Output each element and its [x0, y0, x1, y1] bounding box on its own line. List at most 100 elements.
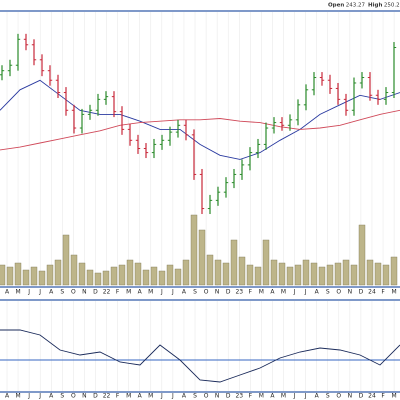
indicator-line: [0, 329, 400, 383]
x-tick-label: A: [182, 393, 187, 400]
volume-bar: [278, 262, 286, 286]
volume-bar: [62, 234, 70, 286]
x-tick-label: D: [226, 289, 231, 296]
volume-bar: [54, 259, 62, 286]
header-label: Open: [328, 3, 344, 9]
x-tick-label: M: [392, 289, 397, 296]
x-tick-label: A: [315, 393, 320, 400]
moving-average-line: [0, 109, 400, 151]
x-tick-label: J: [171, 289, 174, 296]
volume-bar: [182, 259, 190, 286]
volume-bar: [230, 239, 238, 286]
volume-bar: [246, 264, 254, 286]
volume-bar: [382, 264, 390, 286]
x-tick-label: A: [138, 393, 143, 400]
x-tick-label: N: [215, 289, 220, 296]
x-tick-label: M: [281, 393, 286, 400]
price-panel: [0, 10, 400, 288]
volume-bar: [326, 264, 334, 286]
volume-bar: [78, 262, 86, 286]
volume-bar: [390, 256, 398, 286]
volume-bar: [302, 259, 310, 286]
x-tick-label: O: [71, 393, 76, 400]
volume-bar: [270, 259, 278, 286]
volume-bar: [286, 266, 294, 286]
x-tick-label: N: [82, 393, 87, 400]
volume-bar: [222, 262, 230, 286]
x-tick-label: M: [15, 289, 20, 296]
x-tick-label: J: [171, 393, 174, 400]
volume-bar: [86, 269, 94, 286]
volume-bar: [38, 270, 46, 286]
volume-bar: [238, 256, 246, 286]
volume-bar: [70, 254, 78, 286]
x-tick-label: N: [82, 289, 87, 296]
x-tick-label: J: [304, 289, 307, 296]
x-tick-label: N: [348, 289, 353, 296]
x-tick-label: S: [326, 393, 330, 400]
x-tick-label: M: [15, 393, 20, 400]
x-tick-label: F: [116, 393, 120, 400]
volume-bar: [174, 268, 182, 286]
x-tick-label: A: [315, 289, 320, 296]
volume-bar: [374, 262, 382, 286]
header-label: High: [368, 3, 382, 9]
x-tick-label: A: [270, 393, 275, 400]
x-tick-label: 23: [235, 393, 243, 400]
x-tick-label: M: [126, 289, 131, 296]
x-tick-label: N: [215, 393, 220, 400]
volume-bar: [94, 272, 102, 286]
x-tick-label: D: [226, 393, 231, 400]
x-tick-label: A: [270, 289, 275, 296]
x-tick-label: A: [49, 393, 54, 400]
x-tick-label: S: [326, 289, 330, 296]
x-tick-label: M: [148, 289, 153, 296]
header-value: 243.27: [346, 3, 366, 9]
moving-average-line: [0, 79, 400, 160]
header-value: 250.20: [384, 3, 400, 9]
x-tick-label: O: [71, 289, 76, 296]
x-tick-label: F: [381, 289, 385, 296]
volume-bar: [262, 239, 270, 286]
x-tick-label: D: [93, 393, 98, 400]
x-tick-label: F: [381, 393, 385, 400]
volume-bar: [166, 264, 174, 286]
volume-bar: [206, 254, 214, 286]
volume-bar: [134, 262, 142, 286]
volume-bar: [366, 259, 374, 286]
volume-bar: [110, 266, 118, 286]
x-tick-label: S: [193, 393, 197, 400]
x-tick-label: J: [160, 289, 163, 296]
volume-bar: [350, 264, 358, 286]
x-tick-label: J: [38, 393, 41, 400]
volume-bar: [358, 224, 366, 286]
x-tick-label: D: [93, 289, 98, 296]
x-tick-label: S: [60, 289, 64, 296]
x-tick-label: J: [304, 393, 307, 400]
x-tick-label: M: [392, 393, 397, 400]
volume-bar: [198, 229, 206, 286]
x-tick-label: J: [293, 393, 296, 400]
volume-bar: [142, 269, 150, 286]
x-tick-label: M: [148, 393, 153, 400]
x-tick-label: M: [281, 289, 286, 296]
x-tick-label: O: [336, 289, 341, 296]
x-tick-label: S: [60, 393, 64, 400]
volume-bar: [190, 214, 198, 286]
volume-bar: [30, 266, 38, 286]
volume-bar: [102, 270, 110, 286]
volume-bar: [294, 264, 302, 286]
volume-bar: [118, 264, 126, 286]
volume-bar: [334, 262, 342, 286]
x-tick-label: A: [5, 393, 10, 400]
x-tick-label: O: [204, 393, 209, 400]
x-tick-label: S: [193, 289, 197, 296]
x-tick-label: F: [249, 393, 253, 400]
volume-bar: [22, 269, 30, 286]
x-tick-label: M: [259, 289, 264, 296]
x-tick-label: M: [259, 393, 264, 400]
